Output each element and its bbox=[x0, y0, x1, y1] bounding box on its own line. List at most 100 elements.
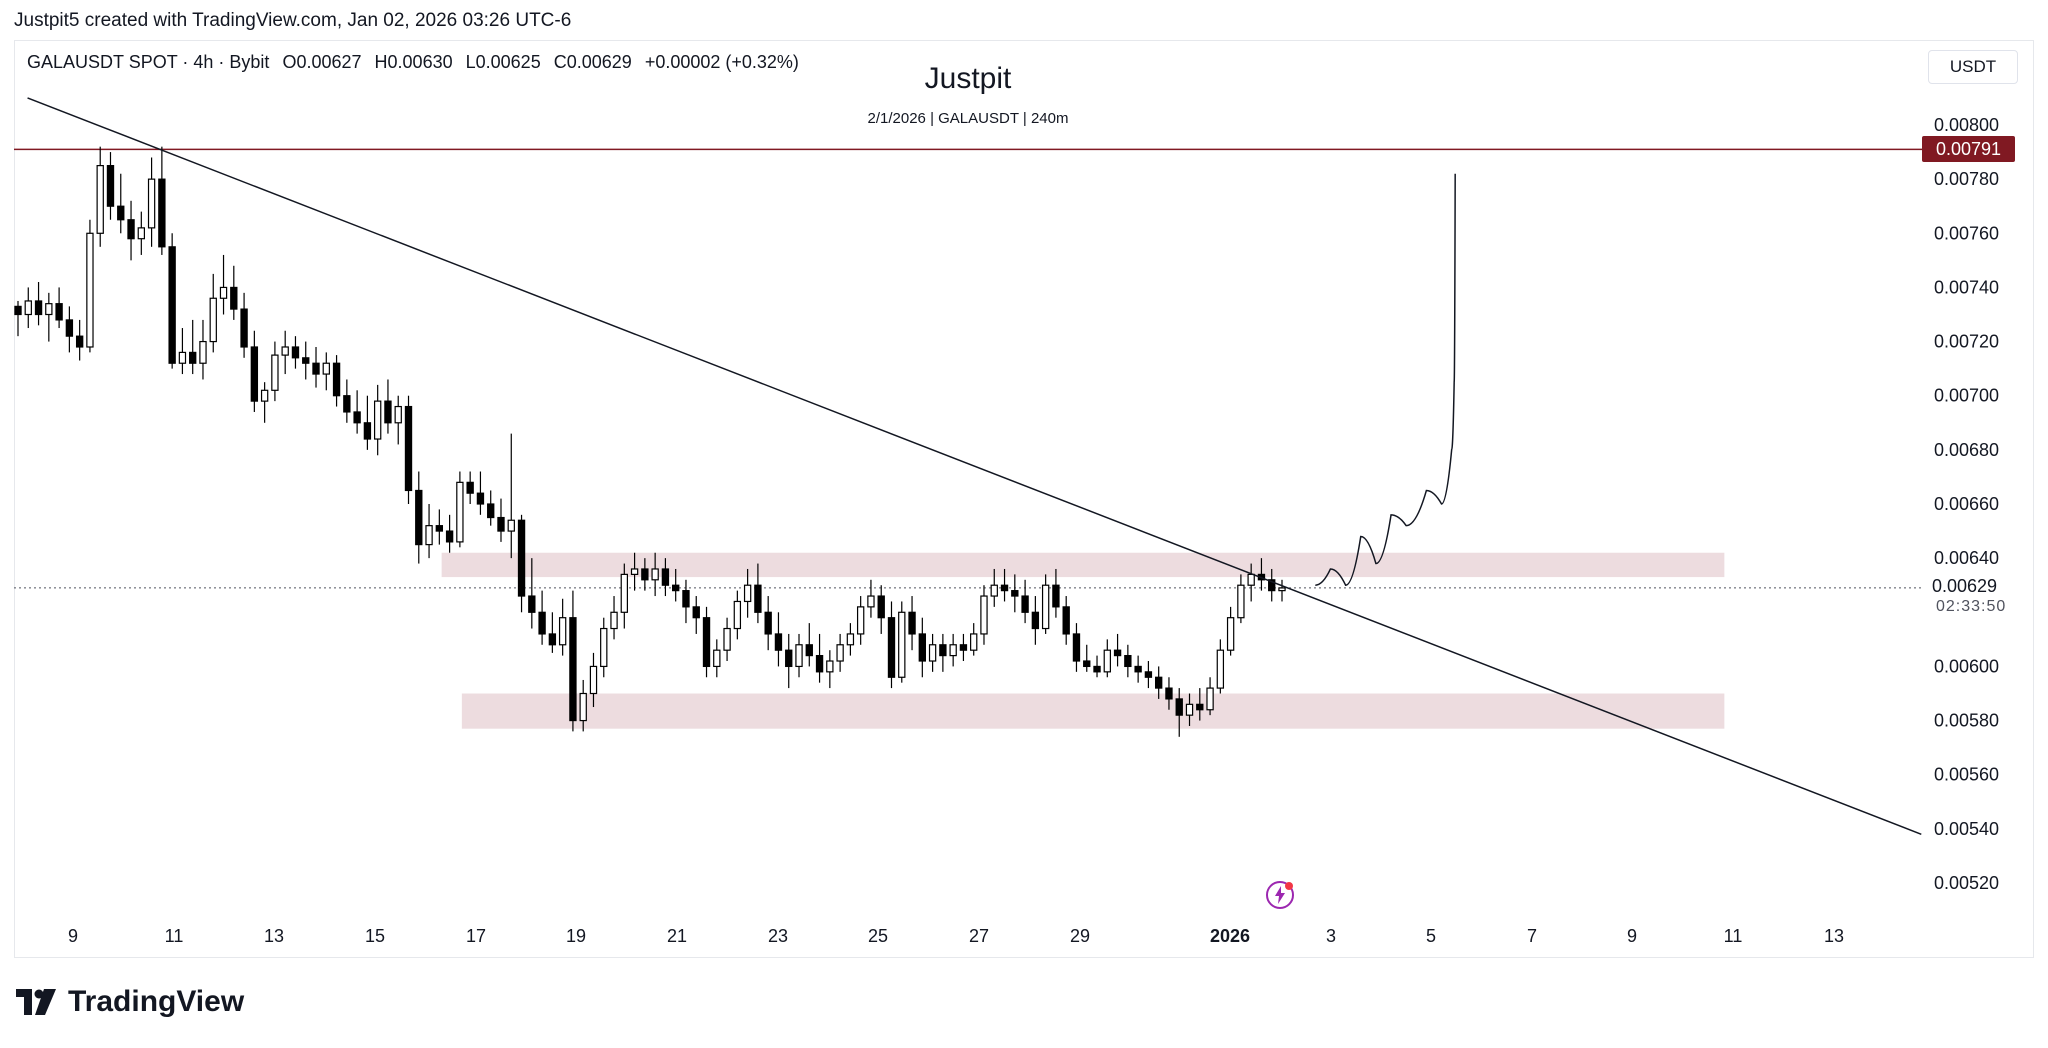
candle bbox=[1011, 590, 1019, 597]
candle bbox=[836, 644, 844, 662]
chart-title: Justpit bbox=[924, 62, 1012, 95]
candle bbox=[785, 649, 793, 668]
x-axis-tick-label: 9 bbox=[1627, 926, 1637, 946]
candle bbox=[702, 617, 711, 668]
x-axis-tick-label: 19 bbox=[566, 926, 586, 946]
candle bbox=[34, 300, 43, 316]
x-axis-tick-label: 15 bbox=[365, 926, 385, 946]
y-axis-tick-label: 0.00580 bbox=[1934, 711, 1999, 731]
candle bbox=[538, 611, 546, 635]
x-axis-tick-label: 7 bbox=[1527, 926, 1537, 946]
x-axis-tick-label: 3 bbox=[1326, 926, 1336, 946]
candle bbox=[867, 595, 875, 608]
y-axis-tick-label: 0.00760 bbox=[1934, 223, 1999, 243]
candle bbox=[672, 584, 680, 592]
candle bbox=[1237, 584, 1245, 619]
symbol-name[interactable]: GALAUSDT SPOT · 4h · Bybit bbox=[27, 52, 270, 72]
candle bbox=[302, 357, 310, 364]
candle bbox=[1144, 671, 1153, 678]
y-axis-tick-label: 0.00660 bbox=[1934, 494, 1999, 514]
candle bbox=[117, 205, 125, 221]
candle bbox=[682, 590, 690, 608]
ohlc-open: O0.00627 bbox=[282, 52, 362, 72]
candle bbox=[373, 400, 382, 440]
tradingview-logo-icon bbox=[16, 989, 56, 1015]
candle bbox=[980, 595, 988, 635]
y-axis-tick-label: 0.00780 bbox=[1934, 169, 1999, 189]
x-axis-tick-label: 17 bbox=[466, 926, 486, 946]
lightning-icon[interactable] bbox=[1265, 880, 1295, 910]
candle bbox=[75, 335, 84, 348]
candle bbox=[589, 665, 598, 695]
tradingview-logo[interactable]: TradingView bbox=[16, 985, 244, 1019]
candle bbox=[1196, 703, 1204, 711]
candle bbox=[466, 481, 474, 494]
candle bbox=[692, 606, 700, 619]
candle bbox=[209, 297, 217, 343]
projection-path bbox=[1315, 173, 1456, 586]
currency-button[interactable]: USDT bbox=[1928, 50, 2018, 84]
candle bbox=[271, 354, 279, 391]
candle bbox=[219, 286, 228, 299]
y-axis-tick-label: 0.00520 bbox=[1934, 873, 1999, 893]
candle bbox=[918, 633, 927, 662]
candle bbox=[928, 644, 937, 662]
candle bbox=[651, 568, 659, 581]
tradingview-logo-text: TradingView bbox=[68, 985, 245, 1018]
candle bbox=[404, 405, 413, 492]
candle bbox=[1093, 665, 1101, 673]
candle bbox=[815, 654, 824, 673]
ohlc-high: H0.00630 bbox=[374, 52, 453, 72]
candle bbox=[1185, 703, 1194, 716]
candle bbox=[1124, 654, 1132, 668]
candle bbox=[250, 346, 259, 402]
candle bbox=[281, 346, 289, 356]
candle bbox=[1041, 584, 1050, 630]
candle bbox=[332, 362, 341, 397]
current-price-label: 0.00629 bbox=[1932, 576, 1998, 596]
candle bbox=[1247, 573, 1255, 586]
candle bbox=[1216, 649, 1225, 689]
candle bbox=[1226, 617, 1235, 651]
candle bbox=[353, 411, 361, 424]
candle bbox=[1083, 660, 1091, 668]
candle bbox=[86, 232, 94, 348]
ohlc-close: C0.00629 bbox=[553, 52, 632, 72]
candle bbox=[1103, 649, 1111, 673]
candle bbox=[558, 617, 567, 646]
candle bbox=[579, 692, 587, 722]
candle bbox=[106, 165, 115, 207]
candle bbox=[877, 595, 885, 619]
candle bbox=[435, 525, 444, 532]
price-change: +0.00002 (+0.32%) bbox=[644, 52, 799, 72]
x-axis-tick-label: 21 bbox=[667, 926, 687, 946]
candle bbox=[908, 611, 916, 635]
y-axis-tick-label: 0.00600 bbox=[1934, 656, 1999, 676]
candle bbox=[487, 503, 495, 519]
y-axis-tick-label: 0.00740 bbox=[1934, 277, 1999, 297]
y-axis-tick-label: 0.00700 bbox=[1934, 386, 1999, 406]
candle bbox=[1154, 676, 1163, 689]
candle bbox=[168, 246, 176, 364]
candle bbox=[569, 617, 577, 722]
candle bbox=[497, 516, 505, 532]
candle bbox=[733, 600, 742, 630]
candle bbox=[939, 644, 947, 657]
descending-trendline bbox=[27, 97, 1922, 835]
candle bbox=[959, 644, 968, 651]
y-axis-tick-label: 0.00680 bbox=[1934, 440, 1999, 460]
x-axis-tick-label: 29 bbox=[1070, 926, 1090, 946]
candle bbox=[630, 568, 639, 575]
candle bbox=[45, 303, 53, 316]
candle bbox=[384, 400, 392, 424]
candle bbox=[713, 649, 721, 668]
candle bbox=[147, 178, 156, 229]
candle bbox=[1000, 584, 1009, 592]
candle bbox=[1031, 611, 1040, 630]
candle bbox=[1278, 587, 1286, 592]
candle bbox=[456, 481, 464, 543]
candle bbox=[425, 525, 433, 546]
candle bbox=[970, 633, 978, 651]
x-axis-tick-label: 13 bbox=[1824, 926, 1844, 946]
